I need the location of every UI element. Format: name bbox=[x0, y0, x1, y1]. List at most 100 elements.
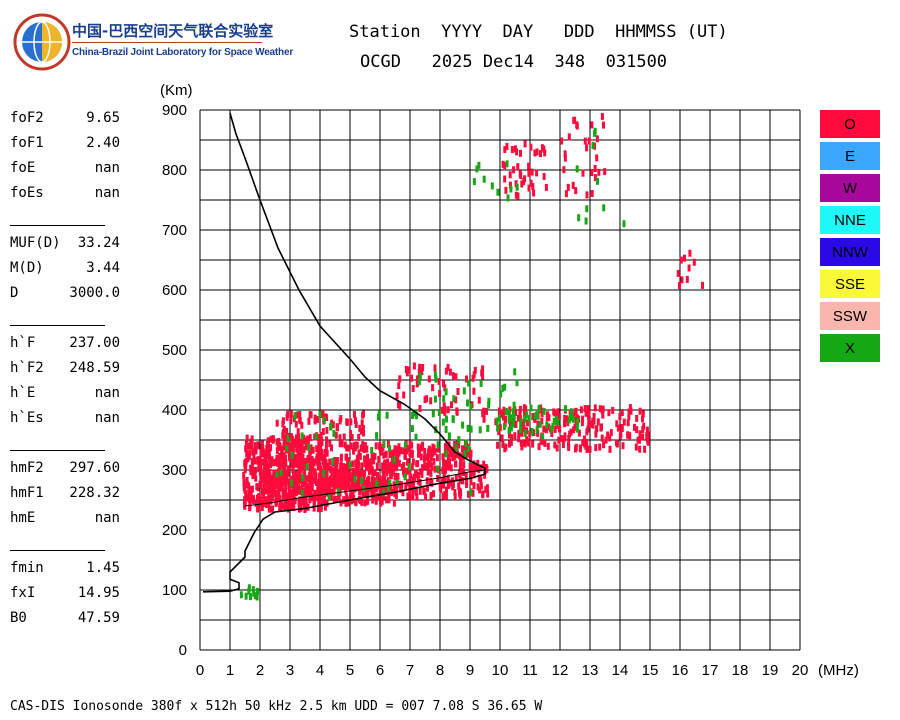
echo-point-o bbox=[602, 441, 606, 449]
echo-point-o bbox=[247, 453, 251, 460]
echo-point-o bbox=[252, 495, 255, 502]
echo-point-o bbox=[299, 442, 303, 450]
echo-point-o bbox=[363, 460, 367, 468]
echo-point-o bbox=[620, 424, 624, 431]
echo-point-o bbox=[587, 137, 591, 145]
echo-point-o bbox=[343, 477, 347, 484]
echo-point-x bbox=[576, 418, 580, 426]
echo-point-x bbox=[622, 220, 626, 228]
echo-point-o bbox=[245, 434, 249, 442]
echo-point-o bbox=[281, 477, 285, 485]
echo-point-o bbox=[308, 463, 312, 471]
echo-point-x bbox=[442, 395, 446, 403]
echo-point-o bbox=[448, 368, 452, 376]
echo-point-o bbox=[443, 476, 447, 484]
echo-point-o bbox=[278, 459, 282, 467]
echo-point-o bbox=[367, 459, 371, 467]
echo-point-o bbox=[410, 478, 414, 486]
echo-point-o bbox=[583, 405, 587, 412]
echo-point-o bbox=[475, 464, 479, 472]
echo-point-o bbox=[351, 489, 355, 497]
echo-point-o bbox=[242, 478, 246, 486]
echo-point-o bbox=[563, 154, 567, 162]
echo-point-o bbox=[302, 437, 306, 445]
echo-point-o bbox=[645, 426, 649, 434]
echo-point-o bbox=[417, 368, 421, 376]
echo-point-o bbox=[505, 143, 509, 150]
echo-point-o bbox=[320, 449, 324, 457]
echo-point-o bbox=[481, 410, 485, 418]
param-label: h`E bbox=[10, 385, 36, 401]
echo-point-o bbox=[567, 444, 571, 451]
echo-point-o bbox=[633, 423, 636, 431]
echo-point-o bbox=[542, 172, 546, 180]
echo-point-o bbox=[311, 446, 315, 454]
echo-point-o bbox=[442, 380, 445, 388]
echo-point-o bbox=[329, 474, 333, 482]
echo-point-o bbox=[362, 442, 366, 450]
echo-point-o bbox=[564, 190, 568, 198]
echo-point-o bbox=[362, 429, 365, 437]
echo-point-o bbox=[358, 453, 362, 461]
echo-point-o bbox=[370, 476, 374, 484]
echo-point-x bbox=[255, 593, 259, 601]
echo-point-o bbox=[387, 491, 391, 499]
echo-point-o bbox=[339, 499, 343, 507]
echo-point-o bbox=[356, 462, 360, 469]
echo-point-x bbox=[444, 388, 448, 396]
echo-point-o bbox=[279, 452, 283, 460]
echo-point-x bbox=[279, 469, 283, 477]
echo-point-x bbox=[585, 205, 589, 213]
echo-point-o bbox=[375, 462, 379, 470]
echo-point-o bbox=[338, 440, 342, 448]
echo-point-x bbox=[501, 384, 505, 392]
echo-point-o bbox=[274, 499, 278, 507]
echo-point-x bbox=[467, 379, 471, 387]
echo-point-o bbox=[323, 454, 327, 462]
echo-point-o bbox=[395, 392, 399, 400]
echo-point-o bbox=[329, 493, 333, 501]
echo-point-o bbox=[445, 486, 448, 494]
echo-point-o bbox=[404, 482, 408, 490]
echo-point-o bbox=[368, 467, 371, 475]
echo-point-x bbox=[527, 415, 531, 422]
echo-point-o bbox=[312, 467, 316, 475]
echo-point-o bbox=[478, 486, 482, 494]
echo-point-o bbox=[532, 429, 535, 437]
legend-item-sse: SSE bbox=[820, 270, 880, 298]
echo-point-o bbox=[387, 463, 390, 471]
echo-point-x bbox=[513, 368, 517, 376]
x-tick-label: 15 bbox=[642, 662, 659, 679]
echo-point-o bbox=[676, 269, 680, 277]
echo-point-o bbox=[365, 445, 369, 453]
echo-point-o bbox=[627, 408, 631, 416]
echo-point-x bbox=[552, 417, 556, 425]
echo-point-o bbox=[502, 406, 506, 414]
echo-point-o bbox=[313, 494, 317, 502]
echo-point-o bbox=[516, 192, 520, 200]
echo-point-o bbox=[300, 421, 304, 429]
echo-point-o bbox=[444, 492, 448, 500]
echo-point-o bbox=[527, 162, 531, 170]
echo-point-o bbox=[275, 458, 279, 465]
echo-point-o bbox=[480, 369, 484, 377]
echo-point-o bbox=[371, 456, 375, 464]
echo-point-o bbox=[267, 441, 270, 449]
echo-point-x bbox=[437, 409, 441, 416]
echo-point-o bbox=[259, 449, 263, 457]
echo-point-x bbox=[348, 461, 352, 469]
echo-point-o bbox=[429, 453, 433, 461]
echo-point-x bbox=[519, 425, 523, 433]
echo-point-x bbox=[447, 432, 451, 440]
echo-point-o bbox=[259, 463, 263, 471]
echo-point-o bbox=[254, 447, 258, 455]
echo-point-o bbox=[248, 486, 252, 493]
echo-point-x bbox=[256, 587, 259, 595]
echo-point-o bbox=[603, 168, 607, 176]
echo-point-o bbox=[318, 490, 322, 498]
echo-point-x bbox=[403, 441, 407, 449]
echo-point-o bbox=[294, 489, 298, 497]
echo-point-o bbox=[349, 442, 353, 450]
echo-point-o bbox=[282, 441, 286, 449]
echo-point-o bbox=[382, 479, 385, 487]
